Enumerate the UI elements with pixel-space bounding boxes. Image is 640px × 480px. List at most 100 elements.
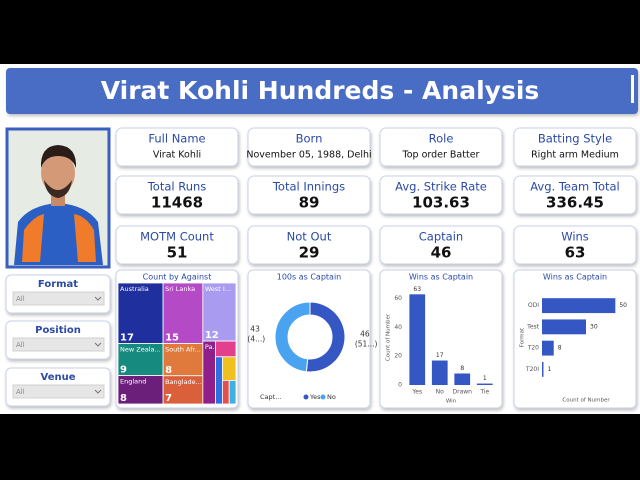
- y-axis-label: Count of Number: [386, 313, 392, 361]
- card-label: Born: [296, 132, 323, 146]
- y-tick-label: ODI: [528, 302, 539, 309]
- card-value: 89: [299, 194, 320, 212]
- bar: [542, 340, 554, 356]
- donut-segment: [274, 301, 311, 373]
- data-label: 8: [460, 365, 464, 372]
- tile-label: New Zeala...: [120, 346, 161, 354]
- y-tick-label: Test: [526, 323, 539, 330]
- y-tick-label: 40: [394, 324, 402, 331]
- photo: [5, 127, 111, 269]
- card-label: Avg. Team Total: [530, 180, 620, 194]
- tile-value: 12: [205, 330, 219, 341]
- card-value: Virat Kohli: [153, 150, 201, 161]
- y-tick-label: T20: [527, 345, 539, 352]
- card: [115, 175, 239, 215]
- card-value: Top order Batter: [402, 150, 480, 161]
- dropdown-chevron: [94, 296, 102, 301]
- tile-value: 17: [120, 333, 134, 344]
- donut-segment: [305, 301, 346, 373]
- dropdown-chevron: [94, 342, 102, 347]
- page-title: Virat Kohli Hundreds - Analysis: [101, 76, 540, 105]
- bar: [431, 360, 448, 385]
- card-value: Right arm Medium: [531, 150, 619, 161]
- slicer-label: Position: [35, 325, 81, 336]
- card-label: Wins: [561, 230, 589, 244]
- legend-label: Yes: [309, 393, 321, 401]
- x-tick-label: Tie: [479, 389, 489, 396]
- dropdown-chevron: [94, 389, 102, 394]
- banner-marker: [631, 75, 634, 103]
- banner: [6, 68, 638, 114]
- treemap-tile: [215, 356, 223, 405]
- tile-value: 15: [165, 333, 179, 344]
- tile-value: 8: [165, 365, 172, 376]
- card: [247, 175, 371, 215]
- tile-label: England: [120, 378, 146, 386]
- card-label: Captain: [419, 230, 463, 244]
- bar: [476, 383, 493, 385]
- slicer-label: Format: [38, 279, 78, 290]
- data-label: 30: [590, 323, 598, 330]
- card-label: Role: [429, 132, 454, 146]
- tile-label: Pa...: [205, 343, 219, 351]
- card-label: Total Runs: [147, 180, 207, 194]
- y-tick-label: 60: [394, 295, 402, 302]
- data-label: 46 (51...): [352, 330, 377, 349]
- card-label: Total Innings: [272, 180, 345, 194]
- slicer-label: Venue: [41, 372, 76, 383]
- data-label: 50: [619, 302, 627, 309]
- chart-panel: [513, 269, 637, 409]
- treemap-tile: [222, 356, 237, 381]
- tile-value: 8: [120, 393, 127, 404]
- card-value: 29: [299, 244, 320, 262]
- data-label: 1: [483, 375, 487, 382]
- treemap-tile: [162, 343, 204, 377]
- slicer-value: All: [16, 295, 25, 303]
- bar: [542, 361, 544, 377]
- tile-value: 7: [165, 393, 172, 404]
- card: [379, 127, 503, 167]
- card: [379, 175, 503, 215]
- treemap-tile: [215, 340, 237, 358]
- tile-label: Sri Lanka: [165, 285, 195, 293]
- data-label: 8: [558, 345, 562, 352]
- card-value: 51: [167, 244, 188, 262]
- slicer-value: All: [16, 388, 25, 396]
- x-axis-label: Count of Number: [562, 398, 610, 404]
- slicer-dropdown[interactable]: [12, 291, 105, 306]
- y-tick-label: T20I: [525, 366, 539, 373]
- treemap-tile: [117, 343, 164, 376]
- card-value: 11468: [151, 194, 203, 212]
- card-value: 103.63: [412, 194, 470, 212]
- chart-panel: [247, 269, 371, 409]
- slicer-dropdown[interactable]: [12, 337, 105, 352]
- card: [247, 225, 371, 265]
- treemap-tile: [202, 282, 237, 342]
- card: [513, 175, 637, 215]
- legend-label: No: [327, 393, 336, 401]
- legend-marker: [320, 394, 326, 400]
- chart-title: 100s as Captain: [277, 273, 342, 282]
- y-tick-label: 0: [398, 382, 402, 389]
- card: [115, 225, 239, 265]
- x-tick-label: No: [436, 389, 444, 396]
- y-tick-label: 20: [394, 353, 402, 360]
- treemap-tile: [222, 380, 230, 405]
- x-tick-label: Yes: [411, 389, 422, 396]
- legend-title: Capt...: [260, 393, 281, 401]
- chart-title: Count by Against: [143, 273, 212, 282]
- treemap-tile: [162, 375, 204, 405]
- data-label: 1: [547, 366, 551, 373]
- tile-value: 9: [120, 365, 127, 376]
- card-label: Batting Style: [538, 132, 612, 146]
- bar: [454, 373, 471, 385]
- card-value: 63: [565, 244, 586, 262]
- card: [513, 127, 637, 167]
- slicer-dropdown[interactable]: [12, 384, 105, 399]
- card-value: 336.45: [546, 194, 604, 212]
- card-label: Not Out: [287, 230, 332, 244]
- slicer-value: All: [16, 341, 25, 349]
- treemap-tile: [117, 282, 164, 344]
